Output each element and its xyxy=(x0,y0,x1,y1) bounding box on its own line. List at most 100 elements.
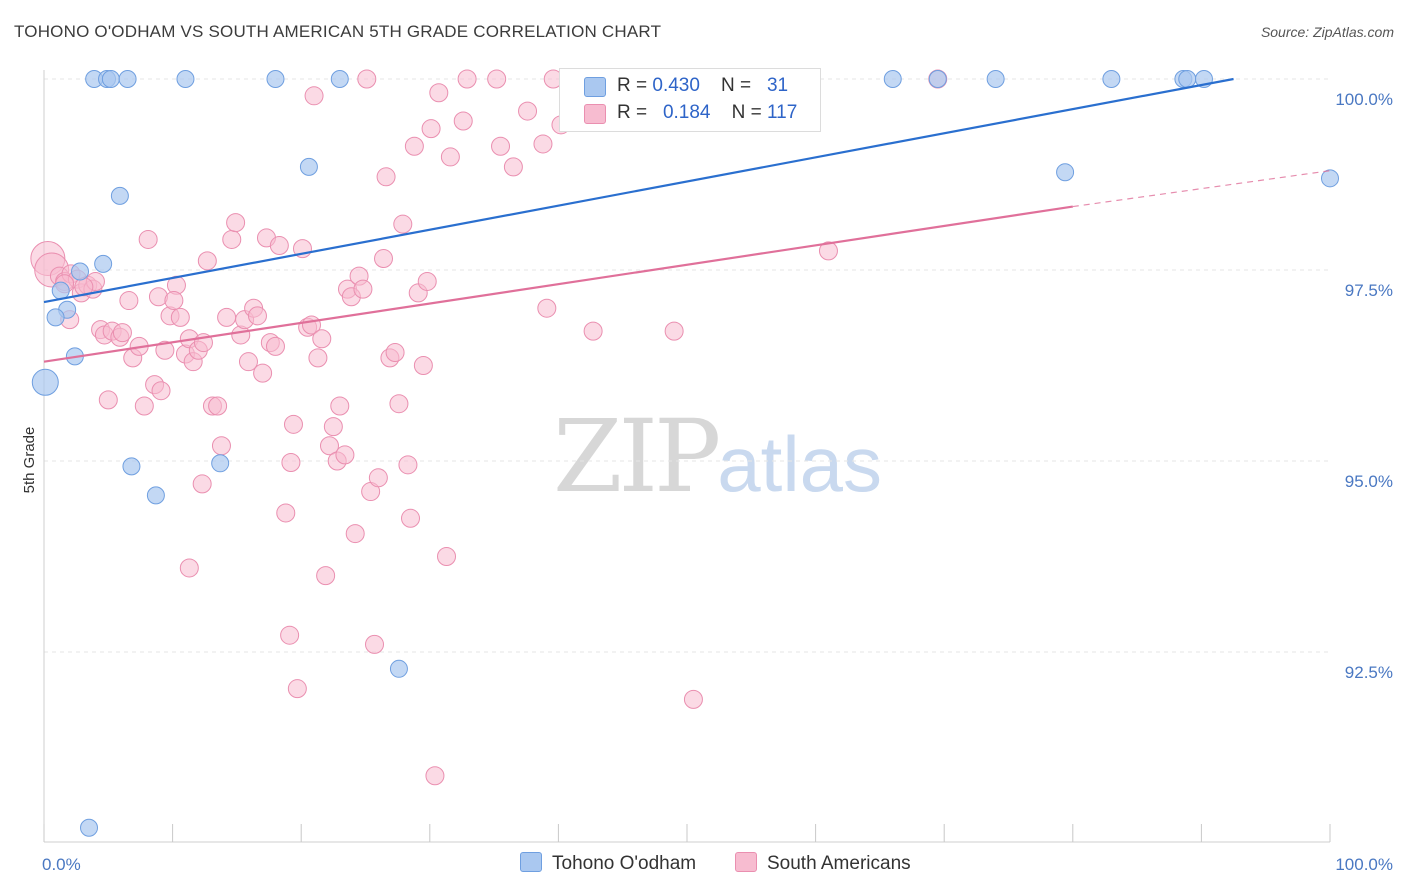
tohono-oodham-points xyxy=(31,70,1339,837)
south-americans-point xyxy=(393,214,413,234)
south-americans-trend-line xyxy=(43,205,1073,363)
south-americans-point xyxy=(265,336,285,356)
tohono-oodham-point xyxy=(1321,169,1339,188)
legend-n-label: N = xyxy=(731,102,767,123)
south-americans-point xyxy=(376,167,396,187)
tohono-oodham-point xyxy=(146,486,165,505)
legend-swatch-blue xyxy=(584,77,606,97)
tohono-oodham-trend-line xyxy=(43,77,1234,304)
south-americans-point xyxy=(155,340,175,360)
south-americans-point xyxy=(457,69,477,89)
south-americans-point xyxy=(425,766,445,786)
south-americans-point xyxy=(164,291,184,311)
legend-text-south-americans: R = 0.184 N = 117 xyxy=(617,102,797,124)
south-americans-point xyxy=(316,566,336,586)
tohono-oodham-point xyxy=(71,262,90,281)
south-americans-point xyxy=(345,524,365,544)
bottom-legend-label-tohono: Tohono O'odham xyxy=(552,853,697,874)
south-americans-point xyxy=(357,69,377,89)
tohono-oodham-point xyxy=(51,281,70,300)
south-americans-point xyxy=(417,271,437,291)
tohono-oodham-point xyxy=(31,368,59,396)
watermark-zip: ZIP xyxy=(553,398,721,515)
grid-lines xyxy=(44,78,1330,653)
south-americans-point xyxy=(98,390,118,410)
y-tick-label: 95.0% xyxy=(1345,472,1393,491)
bottom-legend-swatch-pink xyxy=(735,852,757,872)
south-americans-point xyxy=(401,508,421,528)
tohono-oodham-point xyxy=(986,70,1005,88)
south-americans-point xyxy=(664,321,684,341)
legend-r-label: R = xyxy=(617,75,653,96)
bottom-legend-tohono: Tohono O'odham xyxy=(520,852,696,875)
south-americans-point xyxy=(365,634,385,654)
tohono-oodham-point xyxy=(94,254,113,273)
legend-n-value: 31 xyxy=(766,75,789,96)
tohono-oodham-point xyxy=(1102,70,1121,88)
y-tick-label: 97.5% xyxy=(1345,281,1393,300)
y-tick-label: 100.0% xyxy=(1335,90,1393,109)
y-tick-label: 92.5% xyxy=(1345,663,1393,682)
south-americans-point xyxy=(319,436,339,456)
south-americans-point xyxy=(440,147,460,167)
south-americans-point xyxy=(226,213,246,233)
tohono-oodham-point xyxy=(266,70,285,88)
south-americans-point xyxy=(353,279,373,299)
south-americans-point xyxy=(222,229,242,249)
chart-title: TOHONO O'ODHAM VS SOUTH AMERICAN 5TH GRA… xyxy=(14,22,662,41)
south-americans-point xyxy=(398,455,418,475)
tohono-oodham-point xyxy=(122,457,141,476)
south-americans-point xyxy=(503,157,523,177)
south-americans-point xyxy=(330,396,350,416)
x-tick-label: 0.0% xyxy=(42,855,81,874)
watermark-atlas: atlas xyxy=(717,420,883,508)
y-axis-label: 5th Grade xyxy=(21,427,38,494)
south-americans-point xyxy=(119,291,139,311)
south-americans-point xyxy=(247,306,267,326)
bottom-legend-south-americans: South Americans xyxy=(735,852,911,875)
south-americans-point xyxy=(323,417,343,437)
south-americans-point xyxy=(211,436,231,456)
south-americans-point xyxy=(112,323,132,343)
south-americans-point xyxy=(276,503,296,523)
south-americans-point xyxy=(537,298,557,318)
tohono-oodham-point xyxy=(1178,70,1197,88)
tohono-oodham-point xyxy=(330,70,349,88)
bottom-legend-swatch-blue xyxy=(520,852,542,872)
tohono-oodham-point xyxy=(101,70,120,88)
legend-r-value: 0.430 xyxy=(652,75,700,96)
south-americans-point xyxy=(818,241,838,261)
tohono-oodham-point xyxy=(299,157,318,176)
south-americans-point xyxy=(374,249,394,269)
south-americans-point xyxy=(217,307,237,327)
south-americans-point xyxy=(134,396,154,416)
south-americans-point xyxy=(421,119,441,139)
south-americans-point xyxy=(453,111,473,131)
tohono-oodham-point xyxy=(176,70,195,88)
legend-text-tohono: R = 0.430 N = 31 xyxy=(617,75,788,97)
south-americans-point xyxy=(179,558,199,578)
south-americans-point xyxy=(281,453,301,473)
south-americans-point xyxy=(437,547,457,566)
south-americans-point xyxy=(253,363,273,383)
tohono-oodham-point xyxy=(80,818,99,837)
legend-n-value: 117 xyxy=(766,102,798,123)
south-americans-points xyxy=(30,69,948,786)
legend-swatch-pink xyxy=(584,104,606,124)
south-americans-point xyxy=(283,414,303,434)
legend-r-label: R = xyxy=(617,102,653,123)
south-americans-point xyxy=(385,343,405,363)
x-tick-label: 100.0% xyxy=(1335,855,1393,874)
tohono-oodham-point xyxy=(46,308,65,327)
south-americans-point xyxy=(170,307,190,327)
south-americans-point xyxy=(368,468,388,488)
south-americans-point xyxy=(151,381,171,401)
tohono-oodham-point xyxy=(1056,163,1075,182)
correlation-legend: R = 0.430 N = 31 R = 0.184 N = 117 xyxy=(559,68,821,132)
source-label: Source: ZipAtlas.com xyxy=(1260,24,1394,40)
south-americans-point xyxy=(280,625,300,645)
tick-labels: 100.0% 97.5% 95.0% 92.5% 0.0% 100.0% xyxy=(42,90,1393,874)
south-americans-point xyxy=(487,69,507,89)
south-americans-point xyxy=(287,679,307,699)
